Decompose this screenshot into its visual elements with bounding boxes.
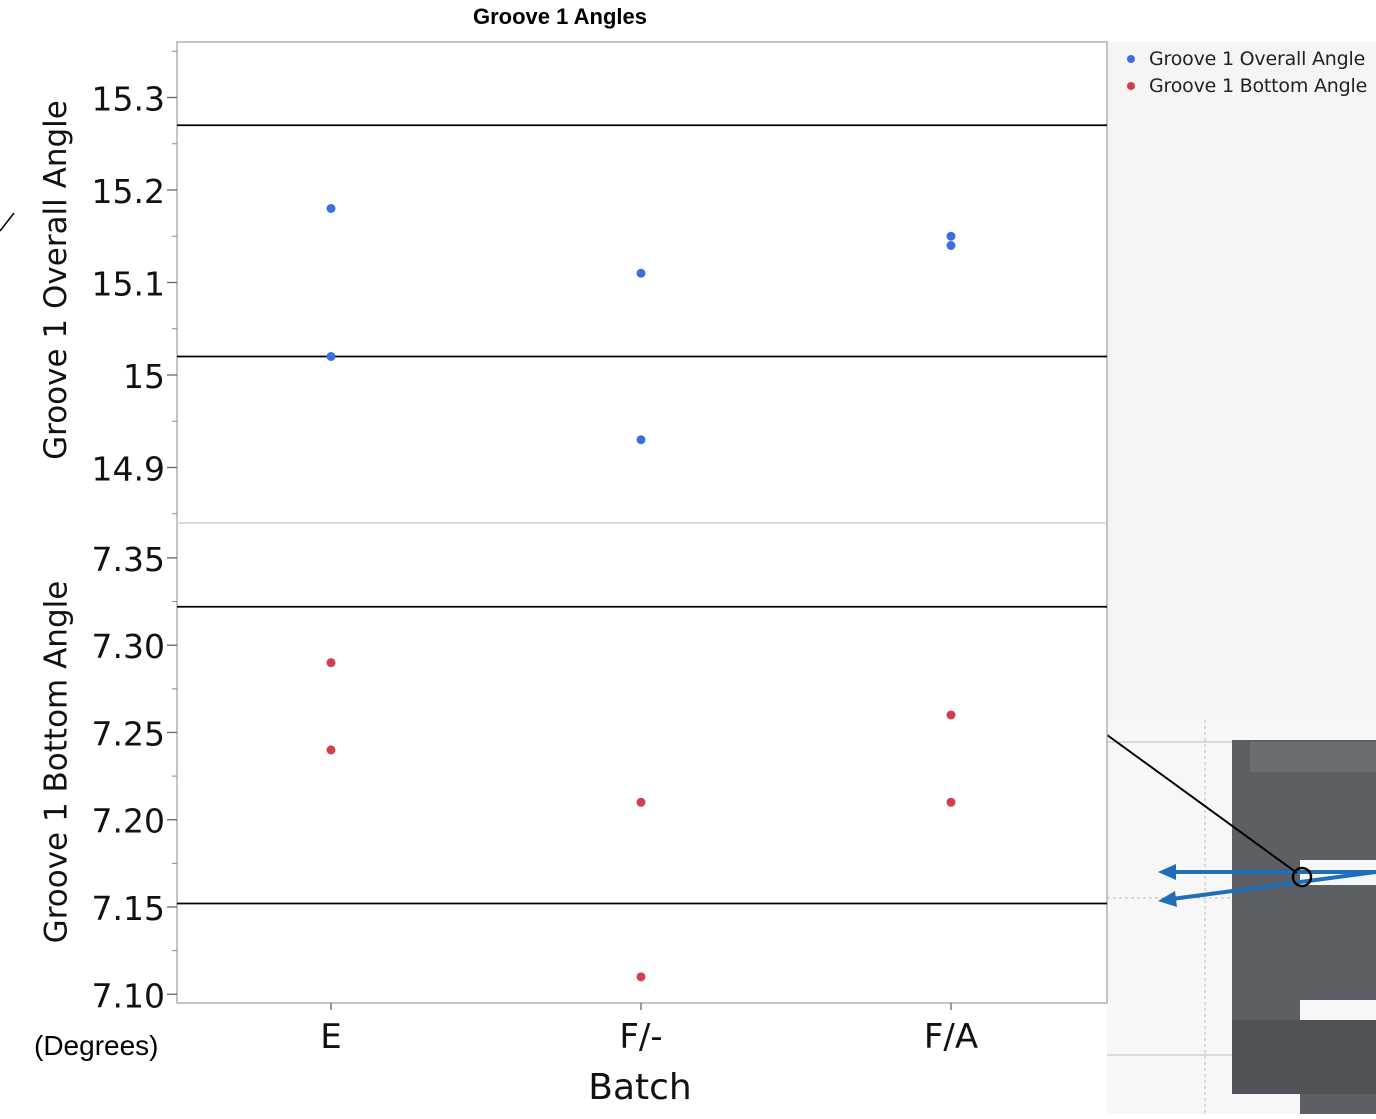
x-tick-label: F/- — [619, 1017, 662, 1057]
arrow-head-icon — [1158, 891, 1177, 907]
y-tick-label: 7.10 — [92, 976, 165, 1015]
arrow-head-icon — [1158, 864, 1176, 880]
data-point — [946, 231, 956, 241]
y-tick-label: 7.15 — [92, 889, 165, 928]
y-tick-label: 7.25 — [92, 714, 165, 753]
legend[interactable]: Groove 1 Overall Angle Groove 1 Bottom A… — [1118, 45, 1367, 99]
groove-part-photo-icon — [1102, 720, 1376, 1114]
legend-item-bottom-angle[interactable]: Groove 1 Bottom Angle — [1118, 72, 1367, 99]
legend-item-overall-angle[interactable]: Groove 1 Overall Angle — [1118, 45, 1367, 72]
y-tick-label: 7.35 — [92, 540, 165, 579]
x-tick-label: E — [320, 1017, 341, 1057]
part-lower — [1232, 1020, 1376, 1094]
part-highlight — [1250, 742, 1376, 772]
y-tick-label: 15.1 — [92, 265, 165, 304]
y-axis-title-overall: Groove 1 Overall Angle — [37, 100, 74, 460]
data-point — [636, 797, 646, 807]
y-tick-label: 15 — [123, 357, 165, 396]
part-shaft — [1300, 1094, 1376, 1114]
data-point — [946, 710, 956, 720]
part-body — [1232, 740, 1376, 1020]
arrow-line — [1171, 870, 1376, 901]
x-tick-label: F/A — [924, 1017, 978, 1057]
data-point — [636, 268, 646, 278]
legend-marker-icon — [1127, 54, 1135, 63]
legend-marker-icon — [1127, 81, 1135, 90]
chart-title: Groove 1 Angles — [472, 4, 647, 29]
units-label: (Degrees) — [34, 1030, 159, 1061]
y-tick-label: 15.3 — [92, 80, 165, 119]
x-axis-title: Batch — [588, 1067, 692, 1108]
y-axis-title-bottom: Groove 1 Bottom Angle — [37, 580, 74, 944]
legend-label: Groove 1 Overall Angle — [1149, 47, 1366, 70]
y-tick-label: 7.30 — [92, 627, 165, 666]
data-point — [326, 352, 336, 361]
y-tick-label: 14.9 — [92, 450, 165, 489]
legend-background — [1107, 42, 1376, 720]
data-point — [636, 972, 646, 982]
data-point — [326, 658, 336, 668]
callout-line — [1102, 731, 1298, 874]
y-tick-label: 7.20 — [92, 802, 165, 841]
data-point — [946, 241, 956, 250]
data-point — [326, 204, 336, 213]
legend-label: Groove 1 Bottom Angle — [1149, 74, 1368, 97]
edge-artifact — [0, 212, 15, 232]
data-point — [946, 797, 956, 807]
data-point — [326, 745, 336, 755]
callout-circle-icon — [1291, 866, 1313, 888]
y-tick-label: 15.2 — [92, 172, 165, 211]
data-point — [636, 435, 646, 445]
